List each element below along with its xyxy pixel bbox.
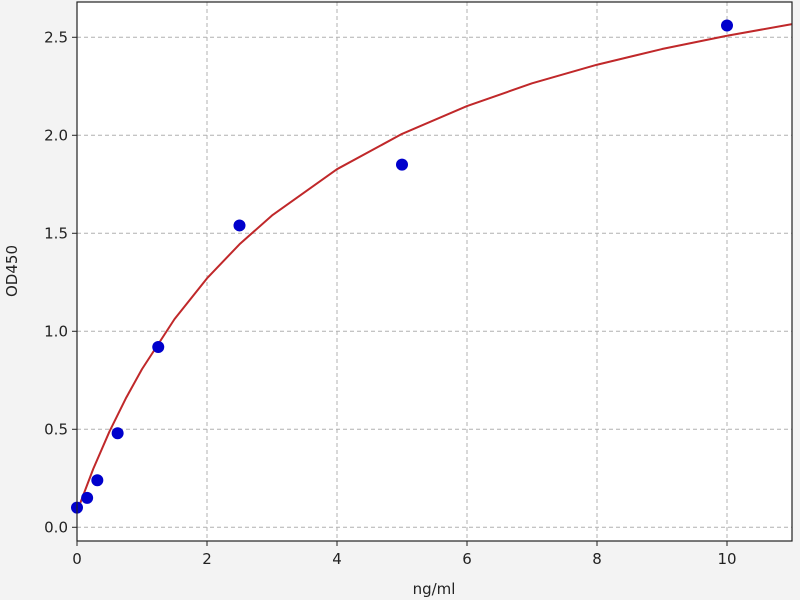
data-point xyxy=(152,340,165,353)
fit-curve-group xyxy=(76,23,793,512)
y-axis: 0.0 0.5 1.0 1.5 2.0 2.5 xyxy=(44,28,77,536)
x-axis-label: ng/ml xyxy=(413,580,456,598)
x-tick-label: 0 xyxy=(72,550,82,568)
y-tick-label: 2.5 xyxy=(44,28,68,46)
plot-area xyxy=(77,2,792,541)
data-point xyxy=(81,491,94,504)
data-point xyxy=(396,158,408,171)
data-point xyxy=(111,427,124,440)
data-point xyxy=(721,19,733,32)
x-tick-label: 2 xyxy=(202,550,212,568)
fit-curve-line xyxy=(76,23,793,512)
x-tick-label: 10 xyxy=(717,550,736,568)
x-axis: 0 2 4 6 8 10 xyxy=(72,541,737,568)
y-axis-label: OD450 xyxy=(3,245,21,297)
y-tick-label: 0.5 xyxy=(44,420,68,438)
x-tick-label: 8 xyxy=(592,550,602,568)
x-tick-label: 4 xyxy=(332,550,342,568)
y-tick-label: 1.5 xyxy=(44,224,68,242)
data-point xyxy=(91,474,104,487)
x-tick-label: 6 xyxy=(462,550,472,568)
y-tick-label: 2.0 xyxy=(44,126,68,144)
y-tick-label: 1.0 xyxy=(44,322,68,340)
y-tick-label: 0.0 xyxy=(44,518,68,536)
data-point xyxy=(233,219,246,232)
grid xyxy=(76,2,792,541)
plot-frame xyxy=(76,1,793,542)
